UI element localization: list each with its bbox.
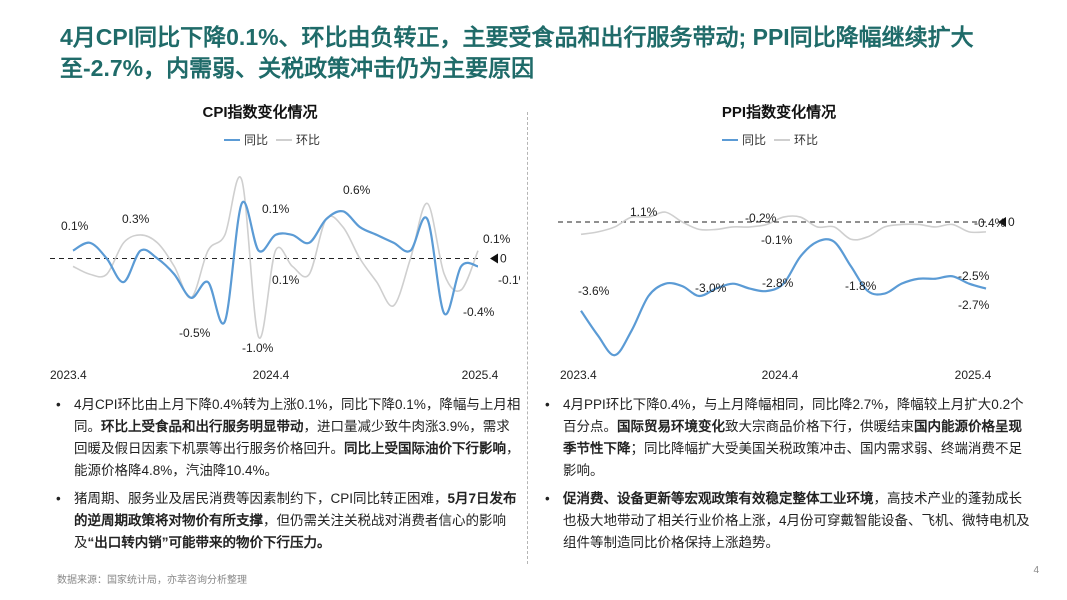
ppi-annotation-1: 1.1% bbox=[630, 205, 658, 219]
ppi-annotation-7: -2.8% bbox=[762, 276, 794, 290]
cpi-bullet-1-text-1: 4月CPI环比由上月下降0.4%转为上涨0.1%，同比下降0.1%，降幅与上月相… bbox=[74, 397, 521, 434]
cpi-annotation-2: 0.3% bbox=[122, 212, 150, 226]
cpi-zero-label: 0 bbox=[500, 252, 507, 266]
cpi-zero-marker bbox=[490, 253, 498, 264]
cpi-annotation-10: -0.4% bbox=[463, 305, 495, 319]
cpi-legend-yoy-label: 同比 bbox=[244, 133, 269, 147]
cpi-bullet-list: 4月CPI环比由上月下降0.4%转为上涨0.1%，同比下降0.1%，降幅与上月相… bbox=[52, 394, 522, 560]
cpi-annotation-5: 0.1% bbox=[262, 202, 290, 216]
cpi-x-tick-2: 2024.4 bbox=[253, 368, 290, 382]
ppi-x-tick-2: 2024.4 bbox=[762, 368, 799, 382]
cpi-legend-yoy-swatch bbox=[224, 138, 240, 141]
ppi-legend-mom: 环比 bbox=[774, 131, 818, 148]
ppi-legend-mom-swatch bbox=[774, 138, 791, 141]
ppi-zero-label: 0 bbox=[1008, 215, 1015, 229]
panel-divider bbox=[527, 112, 528, 564]
cpi-legend-mom: 环比 bbox=[276, 131, 320, 148]
cpi-bullet-1-text-5: ，能源价格降4.8%，汽油降10.4%。 bbox=[74, 441, 520, 478]
ppi-bullet-1-text-3: 致大宗商品价格下行，供暖结束 bbox=[725, 419, 914, 434]
cpi-annotation-8: 0.1% bbox=[483, 232, 511, 246]
cpi-bullet-2-text-4: “出口转内销”可能带来的物价下行压力。 bbox=[87, 535, 331, 550]
cpi-x-tick-1: 2023.4 bbox=[50, 368, 87, 382]
cpi-annotation-6: 0.1% bbox=[272, 273, 300, 287]
ppi-bullet-list: 4月PPI环比下降0.4%，与上月降幅相同，同比降2.7%，降幅较上月扩大0.2… bbox=[541, 394, 1031, 560]
cpi-legend-mom-label: 环比 bbox=[296, 133, 321, 147]
cpi-bullet-1-text-2: 环比上受食品和出行服务明显带动 bbox=[101, 419, 304, 434]
cpi-bullet-2-text-3: ，但仍需关注关税战对消费者信心的影响及 bbox=[74, 513, 506, 550]
ppi-annotation-10: -2.7% bbox=[958, 298, 990, 312]
cpi-chart-title: CPI指数变化情况 bbox=[202, 104, 318, 121]
cpi-bullet-1-text-4: 同比上受国际油价下行影响 bbox=[344, 441, 506, 456]
cpi-bullet-2: 猪周期、服务业及居民消费等因素制约下，CPI同比转正困难，5月7日发布的逆周期政… bbox=[52, 488, 522, 554]
cpi-annotation-9: -0.1% bbox=[498, 273, 520, 287]
ppi-annotation-9: -2.5% bbox=[958, 269, 990, 283]
page-title: 4月CPI同比下降0.1%、环比由负转正，主要受食品和出行服务带动; PPI同比… bbox=[60, 24, 974, 81]
cpi-annotation-1: 0.1% bbox=[61, 219, 89, 233]
ppi-x-tick-3: 2025.4 bbox=[955, 368, 992, 382]
ppi-bullet-2: 促消费、设备更新等宏观政策有效稳定整体工业环境，高技术产业的蓬勃成长也极大地带动… bbox=[541, 488, 1031, 554]
ppi-bullet-1-text-1: 4月PPI环比下降0.4%，与上月降幅相同，同比降2.7%，降幅较上月扩大0.2… bbox=[563, 397, 1024, 434]
cpi-annotation-3: -0.5% bbox=[179, 326, 211, 340]
cpi-yoy-series-line bbox=[72, 200, 479, 325]
cpi-legend: 同比 环比 bbox=[224, 131, 320, 148]
ppi-bullet-2-text-1: 促消费、设备更新等宏观政策有效稳定整体工业环境 bbox=[563, 491, 874, 506]
ppi-annotation-8: -1.8% bbox=[845, 279, 877, 293]
cpi-bullet-1: 4月CPI环比由上月下降0.4%转为上涨0.1%，同比下降0.1%，降幅与上月相… bbox=[52, 394, 522, 482]
cpi-legend-mom-swatch bbox=[276, 138, 293, 141]
cpi-bullet-2-text-2: 5月7日发布的逆周期政策将对物价有所支撑 bbox=[74, 491, 517, 528]
ppi-bullet-1-text-2: 国际贸易环境变化 bbox=[617, 419, 725, 434]
ppi-legend-yoy-swatch bbox=[722, 138, 738, 141]
ppi-x-tick-1: 2023.4 bbox=[560, 368, 597, 382]
ppi-legend-yoy: 同比 bbox=[722, 131, 766, 148]
ppi-bullet-1-text-4: 国内能源价格呈现季节性下降 bbox=[563, 419, 1022, 456]
ppi-annotation-3: -0.1% bbox=[761, 233, 793, 247]
ppi-legend-mom-label: 环比 bbox=[794, 133, 819, 147]
ppi-annotation-2: -0.2% bbox=[745, 211, 777, 225]
ppi-mom-series-line bbox=[580, 211, 987, 241]
source-note: 数据来源：国家统计局，亦萃咨询分析整理 bbox=[57, 575, 247, 586]
ppi-legend-yoy-label: 同比 bbox=[742, 133, 767, 147]
ppi-chart: 0 1.1% -0.2% -0.1% -0.4% -3.6% -3.0% -2.8% -1.8%… bbox=[558, 205, 1015, 382]
cpi-bullet-2-text-1: 猪周期、服务业及居民消费等因素制约下，CPI同比转正困难， bbox=[74, 491, 448, 506]
ppi-zero-marker bbox=[998, 217, 1006, 227]
cpi-legend-yoy: 同比 bbox=[224, 131, 268, 148]
ppi-annotation-5: -3.6% bbox=[578, 284, 610, 298]
ppi-annotation-4: -0.4% bbox=[974, 216, 1006, 230]
ppi-bullet-2-text-2: ，高技术产业的蓬勃成长也极大地带动了相关行业价格上涨，4月份可穿戴智能设备、飞机… bbox=[563, 491, 1030, 550]
page-number: 4 bbox=[1033, 565, 1039, 576]
ppi-legend: 同比 环比 bbox=[722, 131, 818, 148]
ppi-bullet-1: 4月PPI环比下降0.4%，与上月降幅相同，同比降2.7%，降幅较上月扩大0.2… bbox=[541, 394, 1031, 482]
ppi-annotation-6: -3.0% bbox=[695, 281, 727, 295]
cpi-bullet-1-text-3: ，进口量减少致牛肉涨3.9%，需求回暖及假日因素下机票等出行服务价格回升。 bbox=[74, 419, 510, 456]
cpi-chart: 0 0.1% 0.3% -0.5% -1.0% 0.1% 0.1% 0.6% 0.1% -0.1%… bbox=[50, 176, 520, 382]
cpi-annotation-7: 0.6% bbox=[343, 183, 371, 197]
ppi-yoy-series-line bbox=[580, 238, 987, 357]
cpi-mom-series-line bbox=[72, 176, 479, 339]
ppi-chart-title: PPI指数变化情况 bbox=[721, 104, 837, 121]
cpi-annotation-4: -1.0% bbox=[242, 341, 274, 355]
cpi-x-tick-3: 2025.4 bbox=[462, 368, 499, 382]
ppi-bullet-1-text-5: ；同比降幅扩大受美国关税政策冲击、国内需求弱、终端消费不足影响。 bbox=[563, 441, 1022, 478]
